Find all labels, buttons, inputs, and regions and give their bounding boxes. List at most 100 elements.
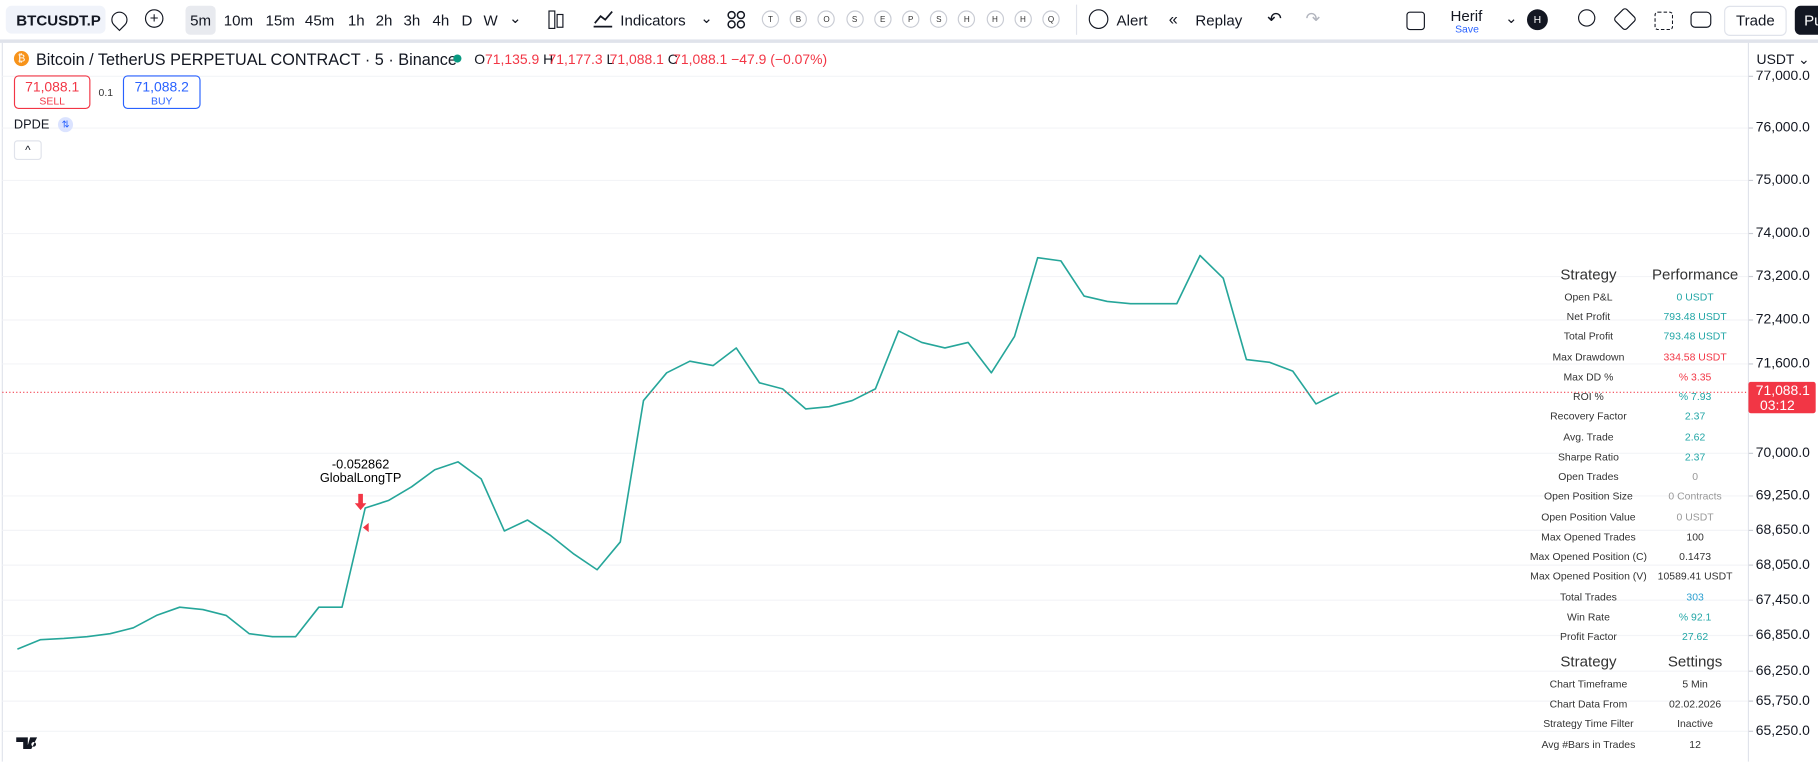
redo[interactable]: ↷ [1305,9,1321,29]
letter-button[interactable]: H [1014,10,1032,28]
interval[interactable]: W [483,11,498,29]
sell-price: 71,088.1 [25,78,80,96]
y-tick-label: 69,250.0 [1756,487,1810,503]
row-value: 0 USDT [1676,291,1714,303]
layout-icon[interactable] [1406,11,1425,31]
quantity: 0.1 [98,86,114,99]
indicator-icon[interactable]: ⇅ [57,117,74,133]
o-label: O [474,51,486,68]
row-value: Inactive [1677,718,1714,730]
row-value: 0 USDT [1676,510,1714,523]
search-icon[interactable] [1577,9,1596,27]
row-value: % 92.1 [1678,610,1712,623]
indicators[interactable]: Indicators [620,11,686,29]
letter-button[interactable]: O [817,10,836,28]
interval[interactable]: 45m [304,11,335,29]
indicators-menu[interactable]: ⌄ [700,9,713,27]
row-value: 2.37 [1684,410,1706,423]
collapse-button[interactable]: ^ [13,140,42,161]
last-price-box [1748,381,1816,414]
y-tick-label: 70,000.0 [1756,444,1810,460]
buy-price: 71,088.2 [134,78,189,96]
buy-label: BUY [150,95,173,107]
y-tick-label: 74,000.0 [1756,224,1810,240]
buy-button[interactable]: 71,088.2 BUY [122,75,201,109]
letter-button[interactable]: Q [1042,10,1060,28]
row-value: 2.62 [1684,430,1706,443]
symbol[interactable]: BTCUSDT.P [16,11,101,29]
letter-button[interactable]: T [761,10,780,28]
indicators-icon[interactable] [592,9,613,28]
row-label: Recovery Factor [1550,410,1627,423]
y-tick-label: 77,000.0 [1756,67,1810,83]
interval[interactable]: 15m [265,11,295,29]
interval[interactable]: 1h [347,11,365,29]
settings-icon[interactable] [1612,6,1638,32]
chart-type-icon-2 [556,13,564,28]
row-label: Avg #Bars in Trades [1541,738,1636,750]
symbol-box[interactable] [5,5,106,34]
low: 71,088.1 [609,51,664,68]
row-label: Win Rate [1566,610,1610,623]
letter-button[interactable]: H [958,10,976,28]
letter-button[interactable]: H [986,10,1004,28]
letter-button[interactable]: B [789,10,808,28]
indicator-name[interactable]: DPDE [13,118,50,133]
c-label: C [667,51,678,68]
layout-name[interactable]: Herif [1450,6,1483,25]
templates-icon[interactable] [727,10,746,29]
replay[interactable]: Replay [1195,11,1243,29]
interval[interactable]: 2h [375,11,393,29]
table-header: Strategy [1560,652,1617,671]
row-value: 100 [1686,530,1704,543]
alert-icon[interactable] [1088,9,1109,29]
letter-button[interactable]: S [930,10,948,28]
alert[interactable]: Alert [1116,11,1148,29]
y-tick-label: 65,750.0 [1756,692,1810,708]
coin-icon: ₿ [13,51,29,67]
separator [1075,4,1078,35]
row-value: 27.62 [1682,630,1709,643]
toolbar: BTCUSDT.P + 5m 10m 15m 45m 1h 2h 3h 4h D W ⌄ Indi… [0,0,1818,43]
add-symbol[interactable]: + [144,9,164,28]
letter-button[interactable]: E [873,10,892,28]
layout-save[interactable]: Save [1455,23,1479,35]
row-label: Sharpe Ratio [1557,450,1619,463]
trade-button[interactable]: Trade [1724,5,1787,36]
h-label: H [543,51,554,68]
row-value: 10589.41 USDT [1657,570,1733,583]
sell-button[interactable]: 71,088.1 SELL [13,75,91,109]
row-label: Total Profit [1563,330,1614,343]
interval-active-bg [185,5,216,35]
fullscreen-icon[interactable] [1654,11,1674,31]
high: 71,177.3 [548,51,603,68]
publish-button[interactable]: Pu [1794,5,1818,35]
y-tick-label: 66,250.0 [1756,662,1810,678]
undo[interactable]: ↶ [1267,9,1282,29]
interval[interactable]: D [461,11,473,29]
snapshot-icon[interactable] [1690,11,1712,28]
row-label: Avg. Trade [1563,430,1614,443]
chart-type-icon[interactable] [548,10,556,29]
row-label: Total Trades [1560,590,1617,603]
interval[interactable]: 10m [223,11,254,29]
avatar[interactable]: H [1526,9,1548,31]
interval[interactable]: 5m [190,11,212,29]
watchlist-icon[interactable] [107,8,131,32]
replay-icon[interactable]: « [1168,9,1178,28]
row-value: 12 [1689,738,1701,750]
row-label: Open Position Size [1544,490,1633,503]
tv-logo [16,737,38,749]
layout-menu[interactable]: ⌄ [1504,9,1518,27]
letter-button[interactable]: S [845,10,864,28]
interval[interactable]: 4h [432,11,450,29]
l-label: L [606,51,615,68]
letter-button[interactable]: P [902,10,920,28]
table-header: Settings [1667,652,1723,671]
interval-menu[interactable]: ⌄ [508,9,522,27]
interval[interactable]: 3h [403,11,421,29]
currency: USDT [1756,51,1795,68]
row-value: 793.48 USDT [1663,330,1727,343]
currency-button[interactable]: USDT ⌄ [1750,48,1816,71]
